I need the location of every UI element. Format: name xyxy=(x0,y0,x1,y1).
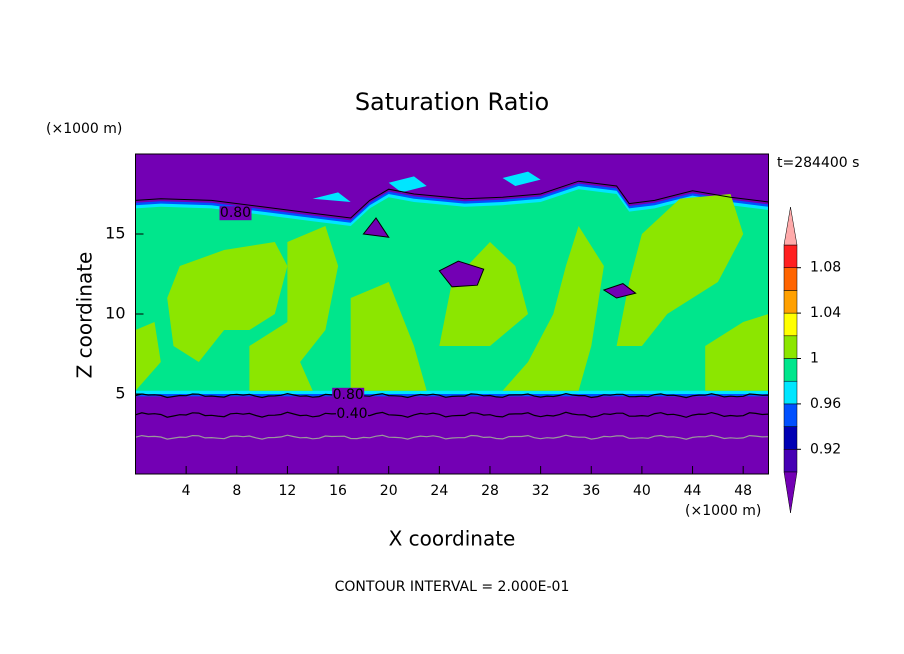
x-tick-label: 44 xyxy=(684,483,702,499)
y-tick-label: 10 xyxy=(105,304,125,323)
time-label: t=284400 s xyxy=(777,155,859,171)
x-tick-label: 16 xyxy=(329,483,347,499)
contour-fill xyxy=(439,242,528,346)
x-tick-label: 40 xyxy=(633,483,651,499)
x-axis-title: X coordinate xyxy=(389,527,516,551)
contour-fill xyxy=(438,260,485,288)
contour-label-bg xyxy=(335,407,368,421)
x-tick-label: 20 xyxy=(380,483,398,499)
x-tick-label: 8 xyxy=(232,483,241,499)
colorbar-segment xyxy=(783,358,798,382)
x-tick-label: 28 xyxy=(481,483,499,499)
x-tick-label: 36 xyxy=(582,483,600,499)
chart-title: Saturation Ratio xyxy=(355,88,549,116)
y-tick-label: 5 xyxy=(115,384,125,403)
contour-label-bg xyxy=(332,387,365,402)
contour-fill xyxy=(350,282,427,391)
y-unit: (×1000 m) xyxy=(46,121,122,137)
colorbar-over xyxy=(783,206,798,246)
colorbar-segment xyxy=(783,335,798,359)
colorbar-tick-label: 1.04 xyxy=(810,305,841,321)
contour-fill xyxy=(388,176,427,193)
contour-line xyxy=(135,180,769,219)
colorbar-segment xyxy=(783,380,798,405)
contour-fill xyxy=(362,217,390,238)
contour-fill xyxy=(502,171,541,186)
contour-fill xyxy=(616,194,744,346)
x-tick-label: 4 xyxy=(182,483,191,499)
contour-fill xyxy=(502,226,604,391)
contour-label-bg xyxy=(219,206,252,221)
colorbar-tick-label: 0.92 xyxy=(810,441,841,457)
colorbar-segment xyxy=(783,290,798,314)
contour-label: 0.80 xyxy=(333,387,364,403)
colorbar-segment xyxy=(783,403,798,427)
colorbar-tick-label: 1.08 xyxy=(810,260,841,276)
x-tick-label: 24 xyxy=(430,483,448,499)
x-tick-label: 12 xyxy=(279,483,297,499)
colorbar-segment xyxy=(783,312,798,337)
x-tick-label: 48 xyxy=(734,483,752,499)
footer: CONTOUR INTERVAL = 2.000E-01 xyxy=(335,579,570,595)
colorbar-segment xyxy=(783,426,798,450)
y-axis-title: Z coordinate xyxy=(73,252,97,379)
contour-fill xyxy=(167,242,288,362)
y-tick-label: 15 xyxy=(105,224,125,243)
colorbar-tick-label: 0.96 xyxy=(810,396,841,412)
contour-line xyxy=(135,411,769,418)
colorbar-segment xyxy=(783,267,798,291)
colorbar-tick-label: 1 xyxy=(810,351,819,367)
colorbar-under xyxy=(783,471,798,514)
contour-line xyxy=(135,392,769,399)
contour-fill xyxy=(602,283,637,299)
contour-fill xyxy=(135,322,161,391)
contour-label: 0.80 xyxy=(220,205,251,221)
colorbar-segment xyxy=(783,244,798,268)
contour-label: 0.40 xyxy=(336,406,367,422)
colorbar-segment xyxy=(783,449,798,473)
x-unit: (×1000 m) xyxy=(685,503,761,519)
x-tick-label: 32 xyxy=(532,483,550,499)
contour-line xyxy=(135,434,769,440)
contour-fill xyxy=(705,314,769,391)
contour-fill xyxy=(312,192,351,202)
contour-fill xyxy=(249,226,339,391)
